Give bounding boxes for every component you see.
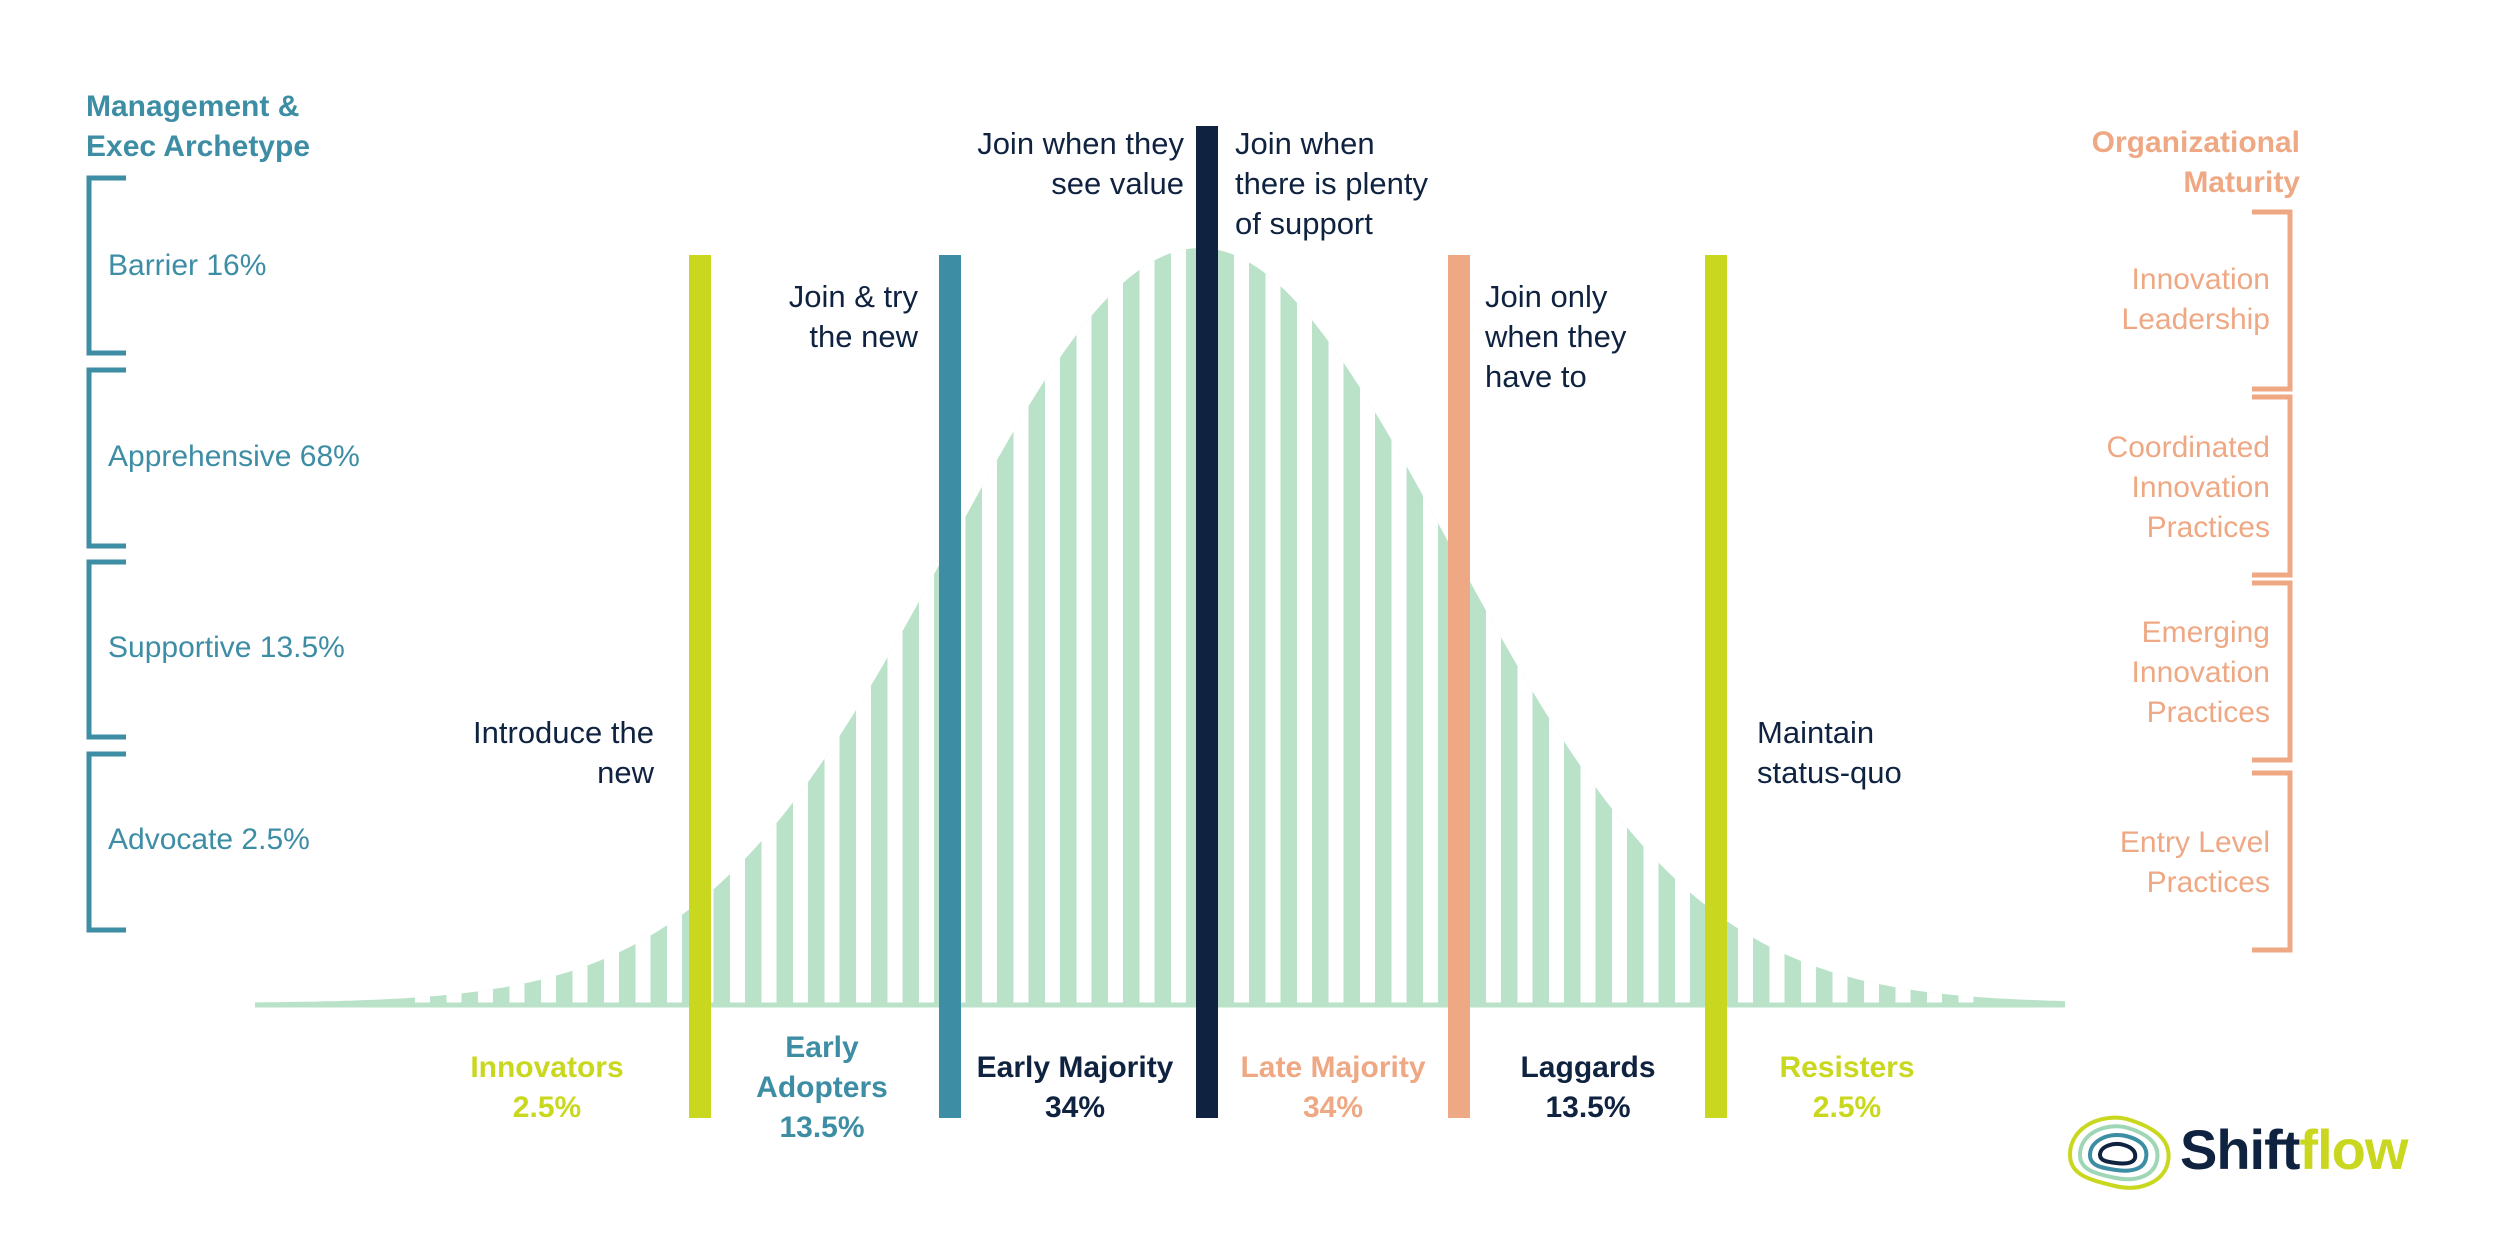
logo-text-shift: Shift xyxy=(2180,1118,2300,1181)
logo-swirl-icon xyxy=(2067,1115,2171,1190)
segment-early-majority: Early Majority 34% xyxy=(955,1048,1195,1128)
right-panel-title: Organizational Maturity xyxy=(1980,123,2300,203)
annotation-see-value: Join when they see value xyxy=(900,124,1184,204)
curve-stripe xyxy=(1265,248,1281,1003)
segment-early-adopters-value: 13.5% xyxy=(779,1111,865,1144)
annotation-see-value-line2: see value xyxy=(1051,166,1184,201)
segment-laggards: Laggards 13.5% xyxy=(1468,1048,1708,1128)
segment-resisters: Resisters 2.5% xyxy=(1727,1048,1967,1128)
curve-stripe xyxy=(1139,248,1155,1003)
annotation-only-when-line3: have to xyxy=(1485,359,1587,394)
right-item-innovation-leadership: Innovation Leadership xyxy=(1980,260,2270,340)
right-item-2-line3: Practices xyxy=(2146,511,2270,544)
right-item-entry-level: Entry Level Practices xyxy=(1980,823,2270,903)
right-item-4-line2: Practices xyxy=(2146,866,2270,899)
segment-innovators-value: 2.5% xyxy=(512,1091,582,1124)
segment-innovators-name: Innovators xyxy=(470,1051,624,1084)
right-title-line2: Maturity xyxy=(2183,166,2300,199)
segment-laggards-name: Laggards xyxy=(1520,1051,1656,1084)
left-title-line1: Management & xyxy=(86,90,300,123)
annotation-status-quo-line2: status-quo xyxy=(1757,755,1902,790)
curve-stripe xyxy=(1171,248,1186,1003)
mean-divider-bar xyxy=(1196,126,1218,1118)
curve-stripe xyxy=(1076,248,1092,1003)
segment-innovators: Innovators 2.5% xyxy=(427,1048,667,1128)
logo-text-flow: flow xyxy=(2299,1118,2408,1181)
segment-laggards-value: 13.5% xyxy=(1545,1091,1631,1124)
annotation-support-line3: of support xyxy=(1235,206,1373,241)
right-item-2-line1: Coordinated xyxy=(2106,431,2270,464)
right-item-coordinated: Coordinated Innovation Practices xyxy=(1980,428,2270,548)
segment-late-majority-value: 34% xyxy=(1302,1091,1364,1124)
left-panel-title: Management & Exec Archetype xyxy=(86,87,310,167)
annotation-join-try-line2: the new xyxy=(809,319,918,354)
innovators-divider-bar xyxy=(689,255,711,1118)
left-item-apprehensive: Apprehensive 68% xyxy=(108,440,360,473)
annotation-support-line1: Join when xyxy=(1235,126,1375,161)
annotation-only-when: Join only when they have to xyxy=(1485,277,1626,397)
right-item-2-line2: Innovation xyxy=(2131,471,2270,504)
segment-early-adopters: Early Adopters 13.5% xyxy=(702,1028,942,1148)
laggards-divider-bar xyxy=(1705,255,1727,1118)
annotation-see-value-line1: Join when they xyxy=(977,126,1184,161)
curve-stripe xyxy=(1234,248,1249,1003)
annotation-introduce-line1: Introduce the xyxy=(473,715,654,750)
curve-stripe xyxy=(1360,248,1375,1003)
right-item-1-line1: Innovation xyxy=(2131,263,2270,296)
curve-stripe xyxy=(1328,248,1344,1003)
curve-stripe xyxy=(1108,248,1123,1003)
logo-wordmark: Shiftflow xyxy=(2180,1118,2408,1181)
late-majority-divider-bar xyxy=(1448,255,1470,1118)
annotation-status-quo: Maintain status-quo xyxy=(1757,713,1902,793)
segment-late-majority-name: Late Majority xyxy=(1240,1051,1426,1084)
right-item-3-line2: Innovation xyxy=(2131,656,2270,689)
annotation-introduce-line2: new xyxy=(597,755,654,790)
segment-resisters-value: 2.5% xyxy=(1812,1091,1882,1124)
annotation-introduce-new: Introduce the new xyxy=(400,713,654,793)
annotation-status-quo-line1: Maintain xyxy=(1757,715,1875,750)
curve-stripe xyxy=(1013,248,1029,1003)
right-item-emerging: Emerging Innovation Practices xyxy=(1980,613,2270,733)
left-item-supportive: Supportive 13.5% xyxy=(108,631,345,664)
right-item-1-line2: Leadership xyxy=(2121,303,2270,336)
left-item-barrier: Barrier 16% xyxy=(108,249,267,282)
segment-early-adopters-name-line1: Early xyxy=(785,1031,859,1064)
annotation-join-try: Join & try the new xyxy=(700,277,918,357)
segment-late-majority: Late Majority 34% xyxy=(1213,1048,1453,1128)
segment-resisters-name: Resisters xyxy=(1779,1051,1915,1084)
left-brackets xyxy=(86,175,126,933)
early-adopters-divider-bar xyxy=(939,255,961,1118)
curve-stripe xyxy=(1045,248,1060,1003)
right-item-3-line1: Emerging xyxy=(2141,616,2270,649)
segment-early-majority-value: 34% xyxy=(1044,1091,1106,1124)
annotation-only-when-line1: Join only xyxy=(1485,279,1608,314)
right-item-4-line1: Entry Level xyxy=(2119,826,2270,859)
left-item-advocate: Advocate 2.5% xyxy=(108,823,310,856)
right-title-line1: Organizational xyxy=(2091,126,2300,159)
segment-early-adopters-name-line2: Adopters xyxy=(756,1071,888,1104)
shiftflow-logo: Shiftflow xyxy=(2060,1100,2450,1200)
annotation-only-when-line2: when they xyxy=(1485,319,1627,354)
curve-stripe xyxy=(1297,248,1312,1003)
annotation-plenty-support: Join when there is plenty of support xyxy=(1235,124,1428,244)
right-item-3-line3: Practices xyxy=(2146,696,2270,729)
segment-early-majority-name: Early Majority xyxy=(976,1051,1174,1084)
annotation-support-line2: there is plenty xyxy=(1235,166,1428,201)
left-title-line2: Exec Archetype xyxy=(86,130,311,163)
annotation-join-try-line1: Join & try xyxy=(788,279,918,314)
